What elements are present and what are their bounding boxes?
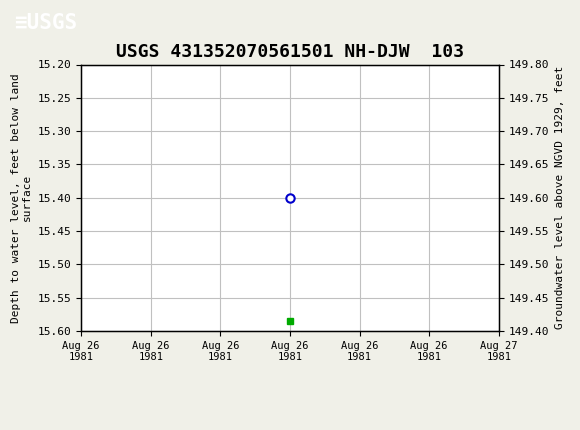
Text: ≡USGS: ≡USGS [14,12,78,33]
Y-axis label: Groundwater level above NGVD 1929, feet: Groundwater level above NGVD 1929, feet [554,66,564,329]
Y-axis label: Depth to water level, feet below land
surface: Depth to water level, feet below land su… [10,73,32,322]
Text: USGS 431352070561501 NH-DJW  103: USGS 431352070561501 NH-DJW 103 [116,43,464,61]
